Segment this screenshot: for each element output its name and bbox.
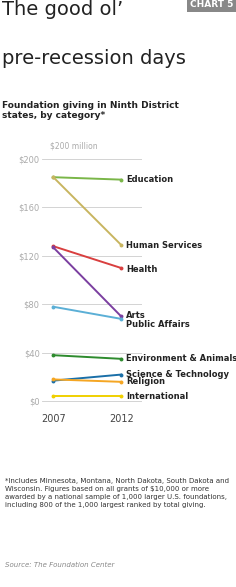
Text: Foundation giving in Ninth District
states, by category*: Foundation giving in Ninth District stat… xyxy=(2,101,179,120)
Text: Religion: Religion xyxy=(126,377,165,386)
Text: Arts: Arts xyxy=(126,311,146,320)
Text: $200 million: $200 million xyxy=(50,141,97,151)
Text: pre-recession days: pre-recession days xyxy=(2,49,186,68)
Text: Human Services: Human Services xyxy=(126,241,202,249)
Text: Source: The Foundation Center: Source: The Foundation Center xyxy=(5,562,114,568)
Text: Education: Education xyxy=(126,175,173,184)
Text: Health: Health xyxy=(126,265,157,274)
Text: *Includes Minnesota, Montana, North Dakota, South Dakota and
Wisconsin. Figures : *Includes Minnesota, Montana, North Dako… xyxy=(5,478,229,508)
Text: CHART 5: CHART 5 xyxy=(190,0,234,9)
Text: International: International xyxy=(126,392,188,401)
Text: Science & Technology: Science & Technology xyxy=(126,370,229,379)
Text: Public Affairs: Public Affairs xyxy=(126,321,190,329)
Text: The good ol’: The good ol’ xyxy=(2,0,124,19)
Text: Environment & Animals: Environment & Animals xyxy=(126,355,236,363)
